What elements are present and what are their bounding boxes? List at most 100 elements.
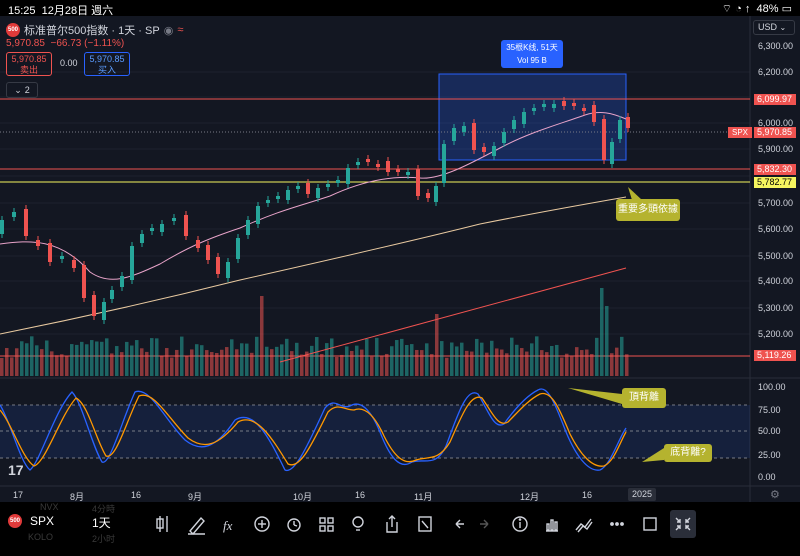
- volume-bar: [140, 348, 144, 376]
- volume-bar: [600, 288, 604, 376]
- volume-bar: [485, 352, 489, 376]
- settings-gear-icon[interactable]: ⚙: [770, 489, 780, 501]
- volume-bar: [355, 345, 359, 376]
- bottom-divergence-callout[interactable]: 底背離?: [664, 444, 712, 462]
- symbol-header[interactable]: 500 标准普尔500指数 · 1天 · SP ◉ ≈: [6, 22, 183, 38]
- ghost-text: 4分時: [92, 504, 116, 514]
- wave-icon[interactable]: ≈: [177, 24, 184, 36]
- candle-body: [492, 146, 496, 156]
- candle-body: [522, 112, 526, 124]
- volume-bar: [145, 351, 149, 376]
- time-tick: 16: [582, 490, 593, 500]
- candle-body: [266, 200, 270, 203]
- volume-bar: [550, 346, 554, 376]
- candle-body: [512, 120, 516, 129]
- time-tick: 11月: [414, 492, 433, 502]
- volume-bar: [240, 343, 244, 376]
- trend-chart-icon[interactable]: [575, 518, 593, 533]
- volume-bar: [65, 356, 69, 376]
- function-icon[interactable]: fx: [223, 518, 233, 533]
- volume-bar: [540, 350, 544, 376]
- volume-bar: [190, 349, 194, 376]
- volume-bar: [165, 348, 169, 376]
- bar-chart-icon[interactable]: [546, 519, 558, 532]
- volume-bar: [300, 354, 304, 376]
- price-tick: 6,200.00: [758, 67, 794, 77]
- idea-bulb-icon[interactable]: [352, 516, 364, 531]
- interval-button[interactable]: 1天: [92, 516, 111, 530]
- change-text: −66.73 (−1.11%): [50, 38, 125, 49]
- candle-body: [102, 302, 106, 320]
- undo-icon[interactable]: [455, 519, 464, 529]
- currency-label: USD: [758, 22, 778, 32]
- volume-bar: [270, 349, 274, 376]
- chevron-down-icon: ⌄: [14, 84, 22, 95]
- add-icon[interactable]: [254, 516, 270, 532]
- candle-body: [60, 256, 64, 259]
- volume-bar: [585, 349, 589, 376]
- volume-bar: [295, 342, 299, 376]
- candle-body: [276, 196, 280, 199]
- volume-bar: [125, 341, 129, 376]
- support-callout[interactable]: 重要多頭依據: [616, 199, 680, 221]
- buy-button[interactable]: 5,970.85 买入: [84, 52, 130, 76]
- info-icon[interactable]: [512, 516, 528, 532]
- volume-bar: [425, 343, 429, 376]
- range-selection-box[interactable]: [438, 73, 627, 161]
- candle-body: [462, 126, 466, 132]
- currency-selector[interactable]: USD ⌄: [753, 20, 795, 35]
- volume-bar: [440, 341, 444, 376]
- volume-bar: [505, 353, 509, 376]
- share-icon[interactable]: [386, 515, 398, 533]
- volume-bar: [580, 350, 584, 376]
- symbol-button[interactable]: 500 SPX: [8, 514, 54, 528]
- volume-bar: [250, 352, 254, 376]
- sell-button[interactable]: 5,970.85 卖出: [6, 52, 52, 76]
- volume-bar: [350, 350, 354, 376]
- redo-icon[interactable]: [480, 519, 489, 529]
- volume-bar: [620, 336, 624, 376]
- candle-body: [12, 212, 16, 217]
- buy-price: 5,970.85: [89, 54, 125, 64]
- collapse-icon[interactable]: [670, 510, 696, 538]
- buy-label: 买入: [97, 65, 116, 75]
- volume-bar: [575, 347, 579, 376]
- candle-body: [48, 243, 52, 262]
- volume-bar: [560, 357, 564, 376]
- indicators-toggle[interactable]: ⌄ 2: [6, 82, 38, 98]
- last-price: 5,970.85: [6, 38, 45, 49]
- level-5782-label: 5,782.77: [754, 177, 796, 188]
- volume-bar: [365, 338, 369, 376]
- fullscreen-icon[interactable]: [643, 517, 657, 531]
- volume-bar: [75, 344, 79, 376]
- volume-bar: [115, 346, 119, 376]
- candle-type-icon[interactable]: [156, 516, 168, 532]
- candle-body: [0, 220, 4, 234]
- price-tick: 5,400.00: [758, 276, 794, 286]
- volume-bar: [395, 340, 399, 376]
- price-tick: 5,600.00: [758, 224, 794, 234]
- candle-body: [442, 144, 446, 183]
- volume-bar: [410, 344, 414, 376]
- volume-bar: [450, 342, 454, 376]
- indicators-count: 2: [24, 85, 30, 95]
- level-6099-label: 6,099.97: [754, 94, 796, 105]
- top-divergence-callout[interactable]: 頂背離: [622, 388, 666, 408]
- layout-grid-icon[interactable]: [319, 517, 334, 532]
- volume-bar: [60, 354, 64, 376]
- candle-body: [472, 123, 476, 150]
- volume-bar: [400, 338, 404, 376]
- volume-bars: [0, 288, 629, 376]
- volume-bar: [470, 351, 474, 376]
- draw-pencil-icon[interactable]: [188, 516, 205, 536]
- alarm-icon[interactable]: [287, 518, 301, 532]
- eye-icon[interactable]: ◉: [163, 24, 174, 37]
- rising-trendline[interactable]: [279, 267, 627, 363]
- volume-bar: [480, 342, 484, 376]
- replay-icon[interactable]: [418, 516, 432, 532]
- price-tick: 5,200.00: [758, 329, 794, 339]
- more-icon[interactable]: [610, 522, 624, 526]
- volume-bar: [135, 340, 139, 376]
- candle-body: [246, 220, 250, 235]
